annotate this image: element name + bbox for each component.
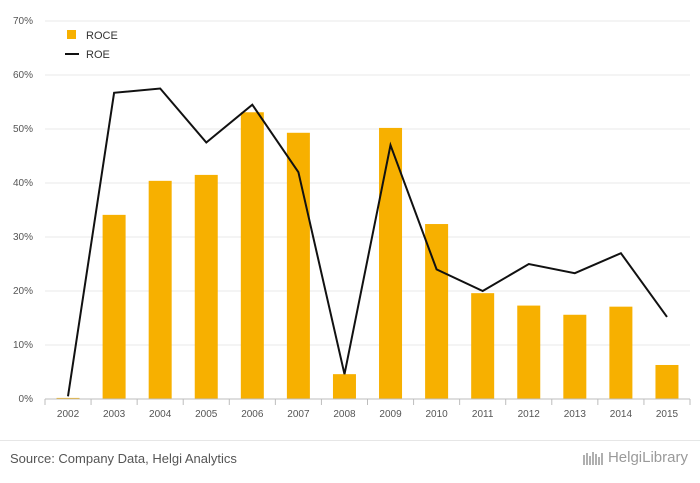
x-tick-label: 2005 xyxy=(195,409,218,420)
y-tick-label: 20% xyxy=(13,286,33,297)
y-tick-label: 70% xyxy=(13,16,33,27)
grid xyxy=(45,20,690,346)
brand-name: HelgiLibrary xyxy=(607,449,688,466)
roce-bar xyxy=(332,374,356,399)
x-tick-label: 2015 xyxy=(656,409,679,420)
roce-bar xyxy=(655,364,679,399)
x-tick-label: 2002 xyxy=(57,409,80,420)
roe-line-group xyxy=(67,87,668,397)
footer: Source: Company Data, Helgi Analytics He… xyxy=(0,440,700,483)
y-tick-label: 50% xyxy=(13,124,33,135)
y-tick-label: 30% xyxy=(13,232,33,243)
brand-logo: HelgiLibrary xyxy=(582,449,688,466)
x-tick-label: 2009 xyxy=(379,409,402,420)
y-tick-label: 40% xyxy=(13,178,33,189)
library-icon xyxy=(582,451,603,465)
roce-bar xyxy=(425,224,449,399)
legend-roe-label: ROE xyxy=(86,49,110,61)
roce-bar xyxy=(471,293,495,399)
roce-bar xyxy=(517,305,541,399)
x-tick-label: 2007 xyxy=(287,409,310,420)
legend-roce-swatch xyxy=(67,30,76,39)
x-tick-label: 2011 xyxy=(472,409,494,420)
x-tick-label: 2006 xyxy=(241,409,264,420)
roce-bar xyxy=(563,314,587,399)
x-tick-label: 2014 xyxy=(610,409,633,420)
roce-bars xyxy=(56,112,679,400)
legend-roce-label: ROCE xyxy=(86,30,118,42)
roce-bar xyxy=(609,306,633,399)
roe-line xyxy=(67,87,668,397)
y-tick-label: 10% xyxy=(13,340,33,351)
x-tick-label: 2012 xyxy=(518,409,541,420)
roce-bar xyxy=(379,127,403,400)
source-note: Source: Company Data, Helgi Analytics xyxy=(10,451,237,466)
y-tick-label: 0% xyxy=(19,394,34,405)
x-tick-label: 2013 xyxy=(564,409,587,420)
roce-bar xyxy=(56,397,80,399)
chart: 0% 10% 20% 30% 40% 50% 60% 70% 2002 2003 2004 2005 2… xyxy=(13,16,691,420)
legend: ROCE ROE xyxy=(65,30,118,61)
roce-bar xyxy=(240,112,264,399)
roce-bar xyxy=(194,174,218,399)
x-tick-label: 2010 xyxy=(425,409,448,420)
x-tick-label: 2004 xyxy=(149,409,172,420)
x-tick-label: 2008 xyxy=(333,409,356,420)
y-tick-label: 60% xyxy=(13,70,33,81)
axes: 0% 10% 20% 30% 40% 50% 60% 70% 2002 2003 2004 2005 2… xyxy=(13,16,691,420)
roce-bar xyxy=(148,180,172,399)
x-tick-label: 2003 xyxy=(103,409,126,420)
roce-bar xyxy=(102,214,126,399)
